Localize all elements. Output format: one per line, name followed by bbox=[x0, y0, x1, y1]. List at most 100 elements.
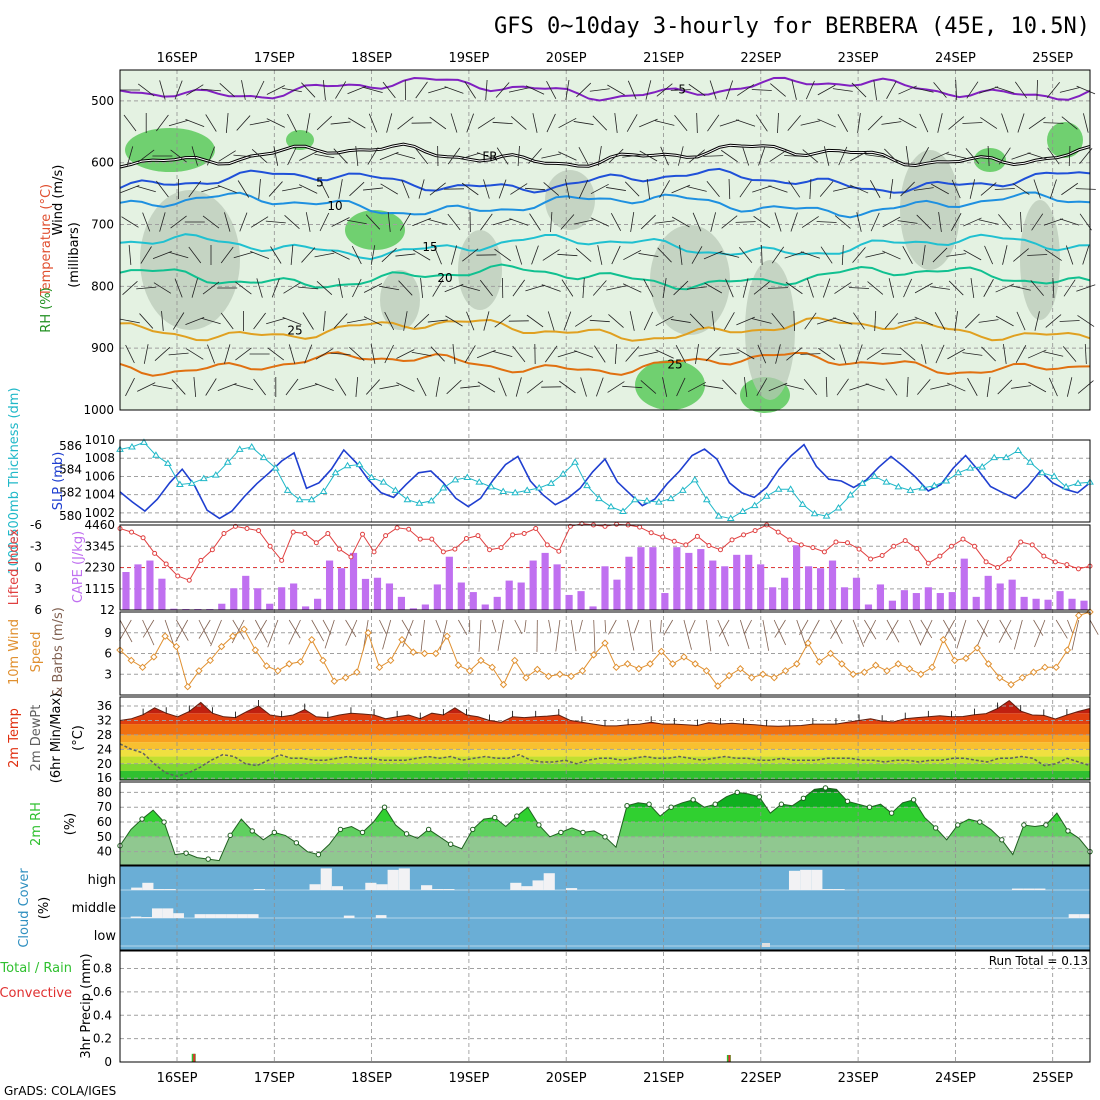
wind-barb bbox=[193, 377, 197, 397]
wind-barb bbox=[966, 81, 979, 99]
wind-barb-10m bbox=[119, 619, 133, 643]
rh-point bbox=[910, 797, 917, 803]
wind-barb bbox=[870, 180, 881, 198]
wind-speed-point bbox=[420, 649, 429, 658]
cape-bar bbox=[361, 578, 370, 610]
wind-barb bbox=[517, 145, 520, 167]
wind-speed-point bbox=[443, 632, 451, 640]
thickness-point bbox=[870, 472, 879, 479]
cloud-bar bbox=[811, 869, 823, 890]
li-point bbox=[487, 547, 493, 553]
wind-barb bbox=[301, 247, 316, 263]
cloud-bar bbox=[532, 880, 544, 890]
cape-bar bbox=[972, 596, 980, 610]
y-tick-rh: 70 bbox=[97, 800, 112, 814]
wind-barb bbox=[202, 215, 220, 229]
rh-point bbox=[227, 832, 233, 839]
wind-barb-10m bbox=[288, 619, 301, 639]
thickness-point bbox=[906, 486, 915, 493]
wind-barb bbox=[611, 245, 621, 265]
wind-barb bbox=[865, 252, 886, 258]
wind-speed-point bbox=[928, 663, 936, 672]
thickness-point bbox=[690, 475, 699, 483]
rh-point bbox=[602, 834, 608, 840]
wind-barb bbox=[161, 311, 164, 331]
wind-barb bbox=[224, 212, 231, 232]
y-tick-li: 6 bbox=[34, 603, 42, 617]
wind-barb bbox=[217, 383, 237, 391]
wind-barb-10m bbox=[718, 619, 730, 637]
cape-bar bbox=[266, 603, 274, 610]
wind-barb bbox=[285, 378, 299, 396]
isotherm-label: 20 bbox=[437, 271, 452, 285]
wind-barb bbox=[655, 315, 674, 327]
wind-barb bbox=[948, 280, 964, 296]
wind-barb bbox=[494, 248, 511, 262]
wind-barb bbox=[412, 249, 431, 261]
cape-bar bbox=[421, 604, 429, 610]
wind-barb bbox=[512, 345, 526, 363]
wind-barb bbox=[624, 181, 640, 197]
y-tick-thickness: 580 bbox=[59, 509, 82, 523]
wind-barb-10m bbox=[799, 619, 809, 636]
wind-barb bbox=[120, 185, 140, 193]
thickness-point bbox=[1014, 446, 1023, 454]
date-label-top: 17SEP bbox=[254, 51, 295, 66]
thickness-point bbox=[307, 495, 316, 503]
wind-barb bbox=[379, 285, 400, 291]
wind-barb bbox=[1003, 344, 1007, 364]
wind-barb bbox=[1047, 147, 1060, 165]
cape-bar bbox=[852, 577, 861, 610]
ylabel-wind: Wind (m/s) bbox=[51, 165, 66, 236]
wind-speed-point bbox=[646, 660, 654, 668]
thickness-point bbox=[164, 459, 172, 466]
wind-barb bbox=[330, 352, 351, 356]
rh-blob bbox=[286, 130, 314, 150]
wind-barb bbox=[695, 344, 699, 364]
wind-speed-point bbox=[770, 674, 778, 682]
cape-bar bbox=[278, 587, 286, 610]
wind-barb bbox=[573, 121, 594, 125]
cloud-bar bbox=[1079, 914, 1090, 918]
li-point bbox=[752, 528, 758, 534]
wind-barb bbox=[670, 319, 691, 323]
li-point bbox=[256, 528, 262, 534]
wind-barb bbox=[919, 113, 929, 133]
wind-barb bbox=[541, 284, 561, 292]
wind-barb bbox=[979, 86, 999, 94]
wind-barb bbox=[742, 146, 750, 166]
li-point bbox=[267, 543, 273, 549]
wind-barb bbox=[965, 313, 980, 329]
wind-barb bbox=[963, 217, 982, 227]
wind-speed-point bbox=[962, 654, 970, 663]
wind-barb bbox=[125, 344, 135, 364]
rh-point bbox=[447, 841, 454, 847]
cloud-bar bbox=[320, 868, 332, 890]
cloud-bar bbox=[788, 870, 801, 890]
wind-barb bbox=[532, 113, 538, 133]
wind-barb bbox=[722, 379, 737, 395]
isotherm-line bbox=[119, 233, 1091, 261]
wind-barb bbox=[962, 352, 983, 356]
precip-conv-bar bbox=[728, 1054, 731, 1062]
wind-barb bbox=[284, 215, 300, 229]
wind-barb bbox=[137, 382, 156, 392]
thickness-point bbox=[547, 479, 555, 486]
li-point bbox=[1018, 539, 1024, 545]
wind-barb bbox=[980, 182, 997, 196]
wind-barb bbox=[241, 80, 246, 100]
wind-barb bbox=[528, 148, 542, 164]
rh-shade bbox=[380, 270, 420, 330]
y-tick-precip: 0.2 bbox=[93, 1032, 112, 1046]
y-tick-pressure: 800 bbox=[91, 279, 114, 293]
wind-barb bbox=[622, 385, 643, 389]
wind-barb bbox=[758, 146, 766, 166]
cape-bar bbox=[1044, 599, 1052, 610]
date-label-bottom: 16SEP bbox=[157, 1071, 198, 1086]
cloud-bar bbox=[1023, 888, 1035, 890]
wind-barb bbox=[885, 378, 898, 396]
y-tick-wind: 3 bbox=[104, 667, 112, 681]
wind-barb bbox=[787, 115, 801, 131]
li-point bbox=[313, 540, 319, 546]
ylabel-barbs: & Barbs (m/s) bbox=[51, 607, 66, 697]
